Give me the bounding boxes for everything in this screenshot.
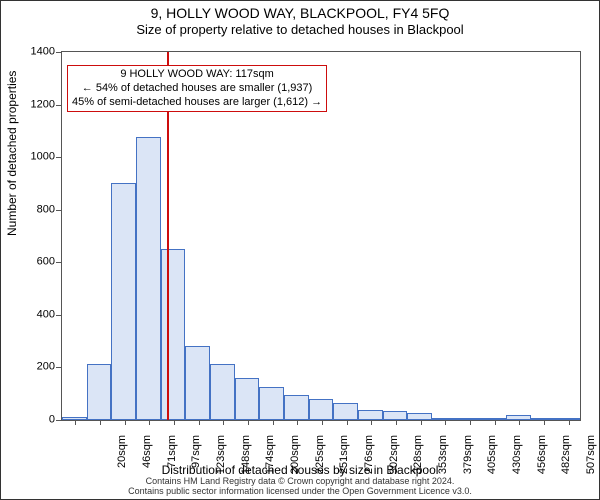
bar <box>161 249 185 420</box>
bar <box>210 364 235 421</box>
y-tick-label: 1400 <box>15 47 55 58</box>
x-tick-mark <box>297 420 298 425</box>
y-tick-mark <box>56 262 61 263</box>
x-tick-mark <box>149 420 150 425</box>
y-tick-label: 400 <box>15 309 55 320</box>
x-axis-label: Distribution of detached houses by size … <box>1 463 599 477</box>
bar <box>333 403 358 420</box>
footer: Contains HM Land Registry data © Crown c… <box>1 477 599 497</box>
x-tick-mark <box>544 420 545 425</box>
bar <box>506 415 531 420</box>
y-tick-mark <box>56 210 61 211</box>
bar <box>136 137 161 420</box>
y-tick-mark <box>56 52 61 53</box>
y-tick-mark <box>56 315 61 316</box>
y-tick-mark <box>56 157 61 158</box>
bar <box>284 395 309 420</box>
bar <box>309 399 333 420</box>
y-tick-label: 800 <box>15 204 55 215</box>
y-tick-mark <box>56 105 61 106</box>
bar <box>481 418 506 420</box>
x-tick-mark <box>125 420 126 425</box>
chart-subtitle: Size of property relative to detached ho… <box>1 22 599 40</box>
x-tick-mark <box>569 420 570 425</box>
x-tick-mark <box>347 420 348 425</box>
bar <box>111 183 136 420</box>
x-tick-mark <box>371 420 372 425</box>
bar <box>185 346 210 420</box>
y-tick-mark <box>56 420 61 421</box>
x-tick-mark <box>421 420 422 425</box>
y-tick-label: 1000 <box>15 152 55 163</box>
bar <box>235 378 259 420</box>
annotation-line-2: ← 54% of detached houses are smaller (1,… <box>72 82 322 96</box>
plot-area: 9 HOLLY WOOD WAY: 117sqm ← 54% of detach… <box>61 51 581 421</box>
x-tick-mark <box>100 420 101 425</box>
bar <box>407 413 432 420</box>
x-tick-mark <box>248 420 249 425</box>
y-tick-mark <box>56 367 61 368</box>
x-tick-mark <box>445 420 446 425</box>
x-tick-mark <box>273 420 274 425</box>
x-tick-mark <box>174 420 175 425</box>
bar <box>259 387 284 420</box>
annotation-line-3: 45% of semi-detached houses are larger (… <box>72 96 322 110</box>
footer-line-2: Contains public sector information licen… <box>1 487 599 497</box>
chart-container: 9, HOLLY WOOD WAY, BLACKPOOL, FY4 5FQ Si… <box>0 0 600 500</box>
y-tick-label: 1200 <box>15 99 55 110</box>
x-tick-mark <box>75 420 76 425</box>
y-tick-label: 0 <box>15 415 55 426</box>
y-tick-label: 600 <box>15 257 55 268</box>
bar <box>432 418 457 420</box>
annotation-line-1: 9 HOLLY WOOD WAY: 117sqm <box>72 68 322 82</box>
x-tick-mark <box>470 420 471 425</box>
bar <box>358 410 383 421</box>
x-tick-mark <box>495 420 496 425</box>
y-tick-label: 200 <box>15 362 55 373</box>
x-tick-mark <box>396 420 397 425</box>
x-tick-mark <box>199 420 200 425</box>
bar <box>87 364 111 421</box>
x-tick-mark <box>322 420 323 425</box>
bar <box>62 417 87 420</box>
bar <box>383 411 407 420</box>
x-tick-mark <box>223 420 224 425</box>
x-tick-mark <box>519 420 520 425</box>
annotation-box: 9 HOLLY WOOD WAY: 117sqm ← 54% of detach… <box>67 65 327 112</box>
chart-title: 9, HOLLY WOOD WAY, BLACKPOOL, FY4 5FQ <box>1 1 599 22</box>
bar <box>555 418 580 420</box>
